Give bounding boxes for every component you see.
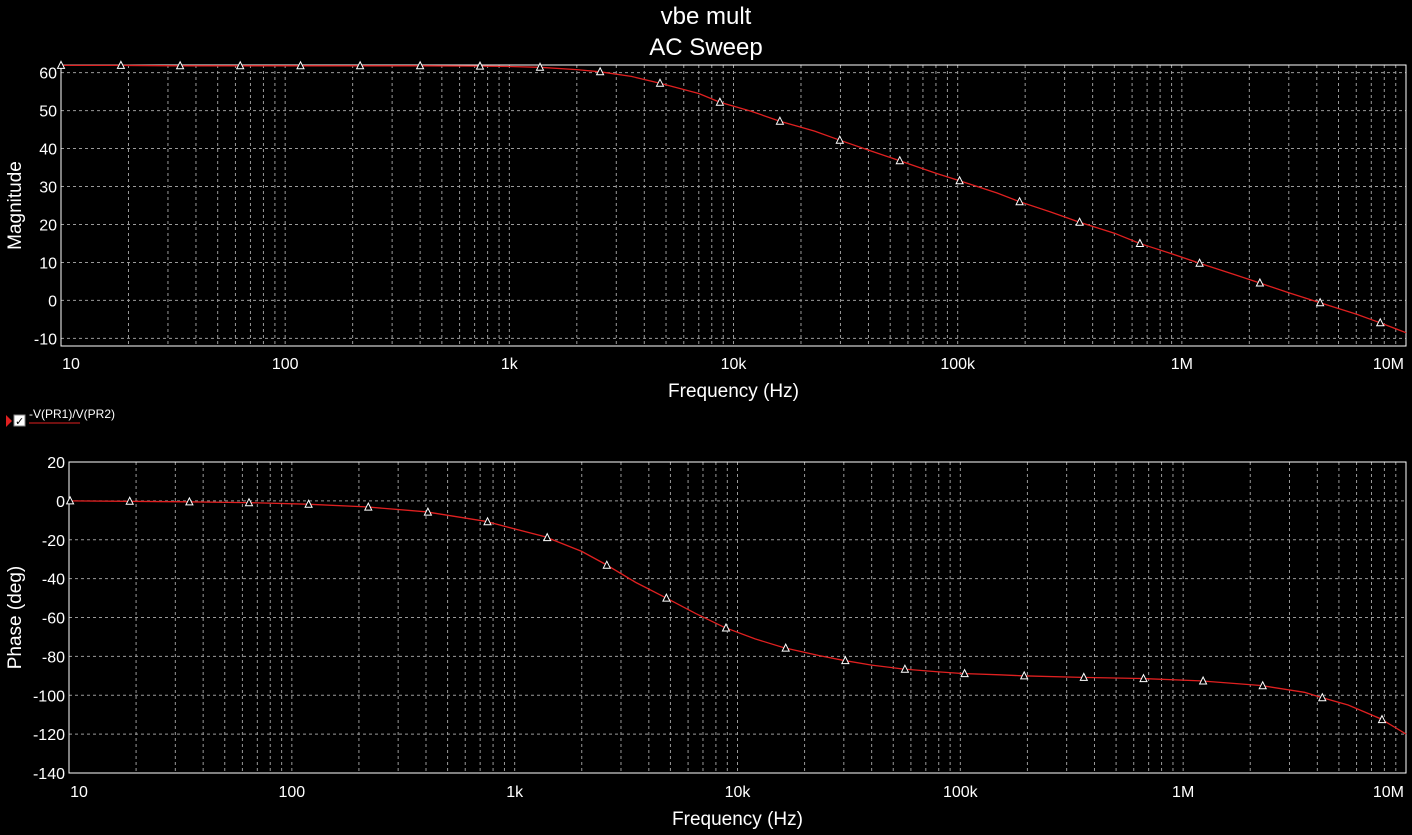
- legend-marker-triangle: [6, 415, 12, 427]
- phase-ytick-label: 20: [47, 455, 65, 472]
- phase-data-marker: [840, 655, 850, 665]
- phase-data-marker: [900, 664, 910, 673]
- phase-data-marker: [1019, 670, 1029, 680]
- magnitude-data-marker: [895, 155, 905, 165]
- phase-ytick-label: -20: [42, 533, 65, 550]
- magnitude-data-marker: [1375, 317, 1385, 327]
- magnitude-xtick-label: 10M: [1373, 356, 1404, 373]
- magnitude-data-marker: [475, 60, 485, 70]
- magnitude-data-marker: [116, 60, 126, 69]
- phase-data-marker: [65, 495, 75, 505]
- magnitude-xtick-label: 1M: [1171, 356, 1193, 373]
- magnitude-ytick-label: 50: [39, 104, 57, 121]
- magnitude-data-marker: [415, 60, 425, 70]
- phase-xtick-label: 1k: [506, 784, 524, 801]
- legend-label: -V(PR1)/V(PR2): [29, 407, 115, 421]
- magnitude-ytick-label: 10: [39, 255, 57, 272]
- magnitude-data-marker: [355, 60, 365, 70]
- magnitude-plot: -10 0 10 20 30 40 50 60 10 100 1k 10k 100k 1M 10M Frequ…: [5, 60, 1407, 402]
- phase-xtick-label: 1M: [1172, 784, 1194, 801]
- phase-xtick-label: 100k: [943, 784, 979, 801]
- magnitude-frame: [60, 64, 1407, 347]
- phase-data-marker: [1139, 673, 1148, 683]
- magnitude-data-marker: [955, 175, 964, 185]
- magnitude-xtick-label: 100k: [940, 356, 976, 373]
- phase-ylabel: Phase (deg): [5, 566, 26, 670]
- magnitude-ytick-label: 40: [39, 142, 57, 159]
- legend[interactable]: ✓ -V(PR1)/V(PR2): [6, 407, 115, 428]
- phase-xtick-label: 10M: [1373, 784, 1404, 801]
- magnitude-ylabel: Magnitude: [5, 161, 26, 250]
- phase-ytick-label: -60: [42, 611, 65, 628]
- magnitude-data-marker: [775, 116, 785, 125]
- legend-checkbox[interactable]: [13, 414, 26, 427]
- phase-ytick-label: -40: [42, 572, 65, 589]
- phase-data-marker: [602, 560, 612, 569]
- magnitude-data-marker: [1315, 297, 1325, 307]
- magnitude-data-marker: [1255, 277, 1265, 287]
- magnitude-data-marker: [1195, 258, 1204, 267]
- magnitude-data-marker: [835, 135, 845, 144]
- phase-data-marker: [363, 501, 373, 511]
- magnitude-xtick-label: 1k: [501, 356, 519, 373]
- phase-data-marker: [1258, 680, 1268, 690]
- phase-data-marker: [1377, 714, 1387, 724]
- chart-title: vbe mult: [661, 3, 752, 30]
- magnitude-data-marker: [535, 62, 545, 71]
- phase-xlabel: Frequency (Hz): [672, 809, 803, 830]
- phase-xtick-label: 100: [278, 784, 305, 801]
- magnitude-xtick-label: 10k: [721, 356, 748, 373]
- phase-plot: -140 -120 -100 -80 -60 -40 -20 0 20 10 100 1k 10k 100…: [5, 455, 1407, 830]
- magnitude-data-marker: [655, 78, 665, 87]
- phase-ytick-label: 0: [56, 494, 65, 511]
- phase-ytick-label: -120: [33, 727, 65, 744]
- phase-data-marker: [1317, 692, 1327, 702]
- phase-data-marker: [185, 496, 194, 506]
- phase-xtick-label: 10: [70, 784, 88, 801]
- magnitude-data-marker: [56, 60, 66, 69]
- magnitude-data-marker: [1015, 196, 1024, 206]
- phase-grid: [69, 461, 1406, 774]
- magnitude-data-marker: [296, 60, 305, 70]
- phase-data-marker: [304, 499, 313, 508]
- phase-ytick-label: -80: [42, 649, 65, 666]
- magnitude-ytick-label: -10: [34, 331, 57, 348]
- phase-data-marker: [781, 642, 791, 652]
- phase-trace: [68, 500, 1407, 735]
- magnitude-xtick-label: 100: [272, 356, 299, 373]
- phase-data-marker: [483, 516, 492, 526]
- phase-ytick-label: -100: [33, 688, 65, 705]
- phase-data-marker: [423, 506, 433, 516]
- phase-ytick-label: -140: [33, 766, 65, 783]
- phase-xtick-label: 10k: [725, 784, 752, 801]
- magnitude-ytick-label: 30: [39, 180, 57, 197]
- phase-data-marker: [662, 592, 671, 602]
- phase-data-marker: [542, 532, 552, 542]
- magnitude-ytick-label: 20: [39, 217, 57, 234]
- phase-data-marker: [721, 622, 731, 632]
- magnitude-data-marker: [715, 97, 725, 106]
- magnitude-xlabel: Frequency (Hz): [668, 381, 799, 402]
- phase-data-marker: [244, 497, 254, 507]
- magnitude-data-marker: [175, 60, 185, 70]
- phase-data-marker: [1079, 672, 1089, 681]
- magnitude-ytick-label: 60: [39, 66, 57, 83]
- magnitude-data-marker: [1135, 238, 1145, 247]
- magnitude-ytick-label: 0: [48, 293, 57, 310]
- phase-frame: [68, 461, 1407, 774]
- magnitude-data-marker: [595, 66, 605, 76]
- magnitude-data-marker: [1075, 217, 1084, 226]
- legend-check-icon: ✓: [15, 416, 24, 428]
- magnitude-grid: [61, 65, 1406, 346]
- magnitude-xtick-label: 10: [62, 356, 80, 373]
- phase-data-marker: [125, 496, 135, 505]
- phase-data-marker: [1198, 675, 1208, 685]
- chart-subtitle: AC Sweep: [649, 34, 762, 61]
- phase-data-marker: [960, 668, 969, 678]
- magnitude-data-marker: [235, 60, 245, 70]
